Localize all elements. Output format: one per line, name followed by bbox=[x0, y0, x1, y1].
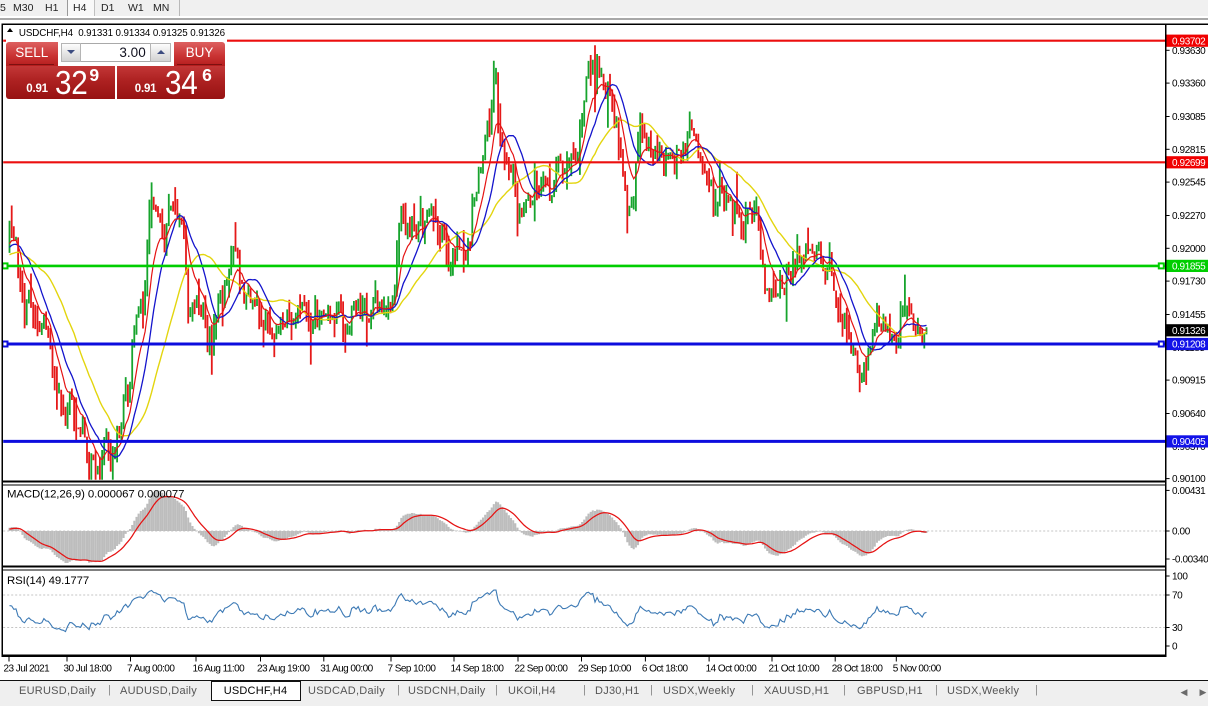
svg-text:31 Aug 00:00: 31 Aug 00:00 bbox=[320, 664, 373, 675]
svg-text:0.93085: 0.93085 bbox=[1172, 112, 1206, 123]
svg-text:28 Oct 18:00: 28 Oct 18:00 bbox=[832, 664, 884, 675]
svg-text:23 Aug 19:00: 23 Aug 19:00 bbox=[257, 664, 310, 675]
svg-text:0.93702: 0.93702 bbox=[1172, 36, 1206, 47]
svg-text:0.91326: 0.91326 bbox=[1172, 326, 1206, 337]
svg-text:0.93630: 0.93630 bbox=[1172, 46, 1206, 57]
svg-text:16 Aug 11:00: 16 Aug 11:00 bbox=[193, 664, 246, 675]
svg-text:MACD(12,26,9) 0.000067 0.00007: MACD(12,26,9) 0.000067 0.000077 bbox=[7, 489, 184, 501]
svg-text:5 Nov 00:00: 5 Nov 00:00 bbox=[893, 664, 942, 675]
svg-text:0.90915: 0.90915 bbox=[1172, 376, 1206, 387]
svg-text:0.91730: 0.91730 bbox=[1172, 277, 1206, 288]
svg-text:0.90640: 0.90640 bbox=[1172, 409, 1206, 420]
svg-text:0: 0 bbox=[1172, 642, 1178, 653]
svg-text:0.90405: 0.90405 bbox=[1172, 437, 1206, 448]
svg-text:6 Oct 18:00: 6 Oct 18:00 bbox=[642, 664, 689, 675]
svg-text:0.93360: 0.93360 bbox=[1172, 79, 1206, 90]
svg-text:0.91455: 0.91455 bbox=[1172, 310, 1206, 321]
svg-text:70: 70 bbox=[1172, 591, 1183, 602]
svg-text:0.92270: 0.92270 bbox=[1172, 211, 1206, 222]
svg-text:0.00431: 0.00431 bbox=[1172, 486, 1206, 497]
svg-text:RSI(14) 49.1777: RSI(14) 49.1777 bbox=[7, 575, 89, 587]
svg-text:29 Sep 10:00: 29 Sep 10:00 bbox=[578, 664, 632, 675]
svg-text:0.00: 0.00 bbox=[1172, 527, 1191, 538]
svg-text:0.92545: 0.92545 bbox=[1172, 178, 1206, 189]
svg-text:-0.003405: -0.003405 bbox=[1172, 555, 1208, 566]
svg-text:0.90100: 0.90100 bbox=[1172, 474, 1206, 485]
svg-text:0.91208: 0.91208 bbox=[1172, 340, 1206, 351]
svg-text:0.92699: 0.92699 bbox=[1172, 158, 1206, 169]
svg-text:0.92815: 0.92815 bbox=[1172, 145, 1206, 156]
svg-text:7 Sep 10:00: 7 Sep 10:00 bbox=[388, 664, 437, 675]
svg-text:0.91855: 0.91855 bbox=[1172, 262, 1206, 273]
svg-text:14 Oct 00:00: 14 Oct 00:00 bbox=[706, 664, 758, 675]
svg-text:22 Sep 00:00: 22 Sep 00:00 bbox=[515, 664, 569, 675]
svg-text:21 Oct 10:00: 21 Oct 10:00 bbox=[769, 664, 821, 675]
svg-text:30 Jul 18:00: 30 Jul 18:00 bbox=[64, 664, 113, 675]
svg-text:7 Aug 00:00: 7 Aug 00:00 bbox=[127, 664, 175, 675]
svg-text:30: 30 bbox=[1172, 623, 1183, 634]
svg-text:14 Sep 18:00: 14 Sep 18:00 bbox=[451, 664, 505, 675]
svg-text:100: 100 bbox=[1172, 572, 1188, 583]
svg-text:0.92000: 0.92000 bbox=[1172, 244, 1206, 255]
svg-text:23 Jul 2021: 23 Jul 2021 bbox=[4, 664, 51, 675]
